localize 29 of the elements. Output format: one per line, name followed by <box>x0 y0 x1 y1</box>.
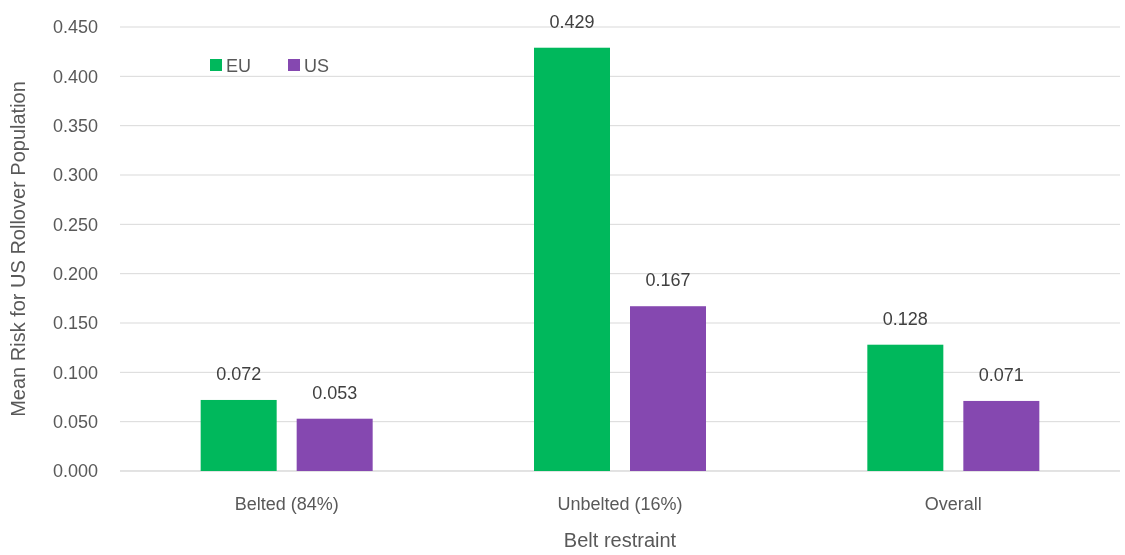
bar <box>630 306 706 471</box>
y-tick-label: 0.050 <box>52 411 98 432</box>
y-tick-label: 0.400 <box>52 66 98 87</box>
bar <box>534 47 610 471</box>
legend-label: EU <box>226 56 252 77</box>
data-label: 0.053 <box>312 382 358 403</box>
y-tick-label: 0.200 <box>52 263 98 284</box>
data-label: 0.071 <box>978 364 1024 385</box>
x-tick-label: Unbelted (16%) <box>557 494 683 514</box>
y-axis-title: Mean Risk for US Rollover Population <box>7 81 29 417</box>
y-tick-label: 0.350 <box>52 115 98 136</box>
y-tick-label: 0.150 <box>52 313 98 334</box>
data-label: 0.072 <box>216 363 262 384</box>
data-label: 0.128 <box>882 308 928 329</box>
bar <box>867 344 944 471</box>
bar <box>200 399 277 471</box>
y-tick-label: 0.000 <box>52 461 98 482</box>
x-axis-title: Belt restraint <box>563 529 677 551</box>
data-label: 0.167 <box>645 270 691 291</box>
x-tick-label: Overall <box>924 494 982 514</box>
y-tick-label: 0.300 <box>52 165 98 186</box>
bar <box>963 400 1040 471</box>
legend-label: US <box>304 56 330 77</box>
bar <box>296 418 373 471</box>
x-tick-label: Belted (84%) <box>234 494 339 514</box>
y-tick-label: 0.100 <box>52 362 98 383</box>
y-tick-label: 0.450 <box>52 17 98 38</box>
y-tick-label: 0.250 <box>52 214 98 235</box>
data-label: 0.429 <box>549 11 595 32</box>
